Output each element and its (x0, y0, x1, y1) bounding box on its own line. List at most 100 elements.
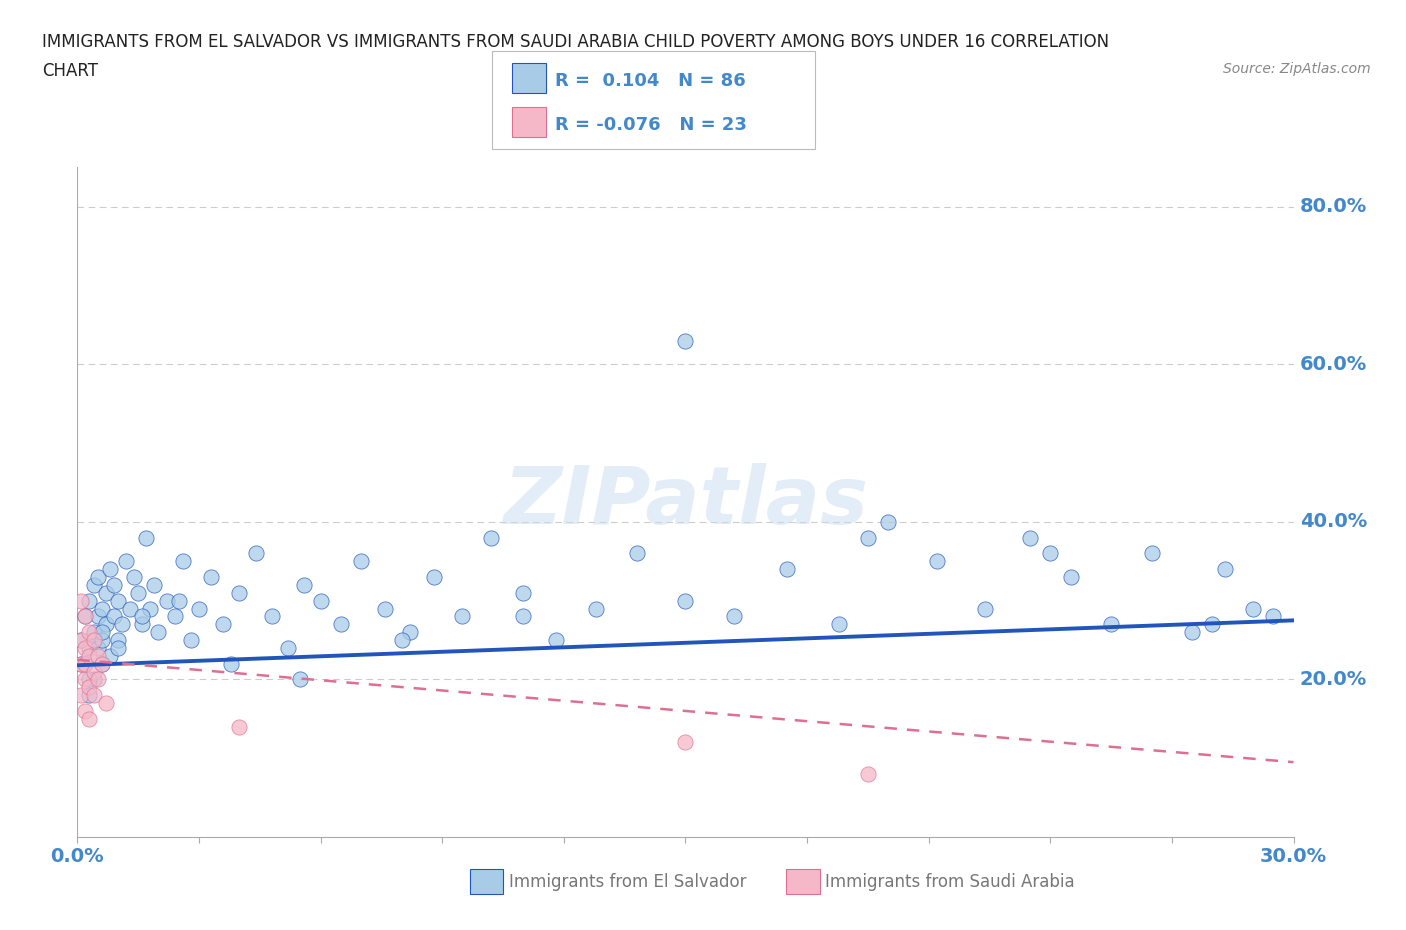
Point (1099, 617, 1122, 631)
Point (131, 609, 153, 624)
Point (70, 632, 93, 647)
Point (79, 680, 101, 695)
Point (111, 617, 134, 631)
Point (626, 546, 648, 561)
Point (79, 641, 101, 656)
Point (451, 609, 474, 624)
Point (86, 648, 108, 663)
Point (776, 562, 799, 577)
Point (398, 625, 420, 640)
Point (103, 578, 125, 592)
Point (122, 569, 145, 584)
Point (228, 719, 250, 734)
Point (856, 766, 879, 781)
Point (79, 672, 101, 687)
Point (70, 657, 93, 671)
Point (1181, 625, 1204, 640)
Point (86, 641, 108, 656)
Point (1201, 617, 1223, 631)
Point (163, 609, 186, 624)
Point (75, 703, 97, 718)
Point (1241, 601, 1264, 616)
Point (86, 672, 108, 687)
Point (83, 632, 105, 647)
Text: Source: ZipAtlas.com: Source: ZipAtlas.com (1223, 62, 1371, 76)
Text: IMMIGRANTS FROM EL SALVADOR VS IMMIGRANTS FROM SAUDI ARABIA CHILD POVERTY AMONG : IMMIGRANTS FROM EL SALVADOR VS IMMIGRANT… (42, 33, 1109, 50)
Point (90, 625, 112, 640)
Point (90, 601, 112, 616)
Point (90, 657, 112, 671)
Point (79, 688, 101, 703)
Point (83, 672, 105, 687)
Point (188, 601, 211, 616)
Point (90, 657, 112, 671)
Point (98, 562, 121, 577)
Text: R =  0.104   N = 86: R = 0.104 N = 86 (555, 72, 747, 89)
Point (723, 609, 745, 624)
Point (94, 696, 117, 711)
Point (70, 632, 93, 647)
Point (167, 593, 190, 608)
Point (221, 657, 243, 671)
Point (350, 554, 373, 569)
Point (127, 585, 149, 600)
Point (143, 578, 166, 592)
Text: 80.0%: 80.0% (1299, 197, 1367, 217)
Text: 20.0%: 20.0% (1299, 670, 1367, 689)
Point (1213, 562, 1236, 577)
Point (118, 601, 141, 616)
Point (98, 648, 121, 663)
Point (585, 601, 607, 616)
Point (212, 617, 235, 631)
Point (974, 601, 997, 616)
Point (200, 569, 222, 584)
Point (79, 625, 101, 640)
Point (309, 593, 332, 608)
Point (290, 672, 312, 687)
Point (925, 554, 948, 569)
Text: Immigrants from El Salvador: Immigrants from El Salvador (509, 872, 747, 891)
Point (260, 609, 283, 624)
Point (83, 664, 105, 679)
Point (86, 609, 108, 624)
Point (277, 641, 299, 656)
Point (103, 609, 125, 624)
Point (292, 578, 315, 592)
Point (94, 617, 117, 631)
Point (79, 648, 101, 663)
Point (828, 617, 851, 631)
Text: R = -0.076   N = 23: R = -0.076 N = 23 (555, 115, 747, 134)
Point (374, 601, 396, 616)
Point (135, 530, 157, 545)
Point (423, 569, 446, 584)
Point (1140, 546, 1163, 561)
Text: 40.0%: 40.0% (1299, 512, 1367, 531)
Point (675, 735, 697, 750)
Point (155, 593, 177, 608)
Point (131, 617, 153, 631)
Point (391, 632, 413, 647)
Point (83, 578, 105, 592)
Point (70, 657, 93, 671)
Point (172, 554, 194, 569)
Point (148, 625, 170, 640)
Point (70, 593, 93, 608)
Point (1263, 609, 1285, 624)
Point (544, 632, 567, 647)
Point (107, 593, 129, 608)
Point (75, 641, 97, 656)
Point (90, 632, 112, 647)
Point (83, 625, 105, 640)
Point (79, 711, 101, 726)
Point (512, 609, 534, 624)
Point (228, 585, 250, 600)
Text: Immigrants from Saudi Arabia: Immigrants from Saudi Arabia (825, 872, 1076, 891)
Point (75, 657, 97, 671)
Point (1019, 530, 1042, 545)
Point (479, 530, 502, 545)
Point (1059, 569, 1081, 584)
Point (75, 609, 97, 624)
Point (107, 632, 129, 647)
Point (115, 554, 138, 569)
Point (877, 514, 900, 529)
